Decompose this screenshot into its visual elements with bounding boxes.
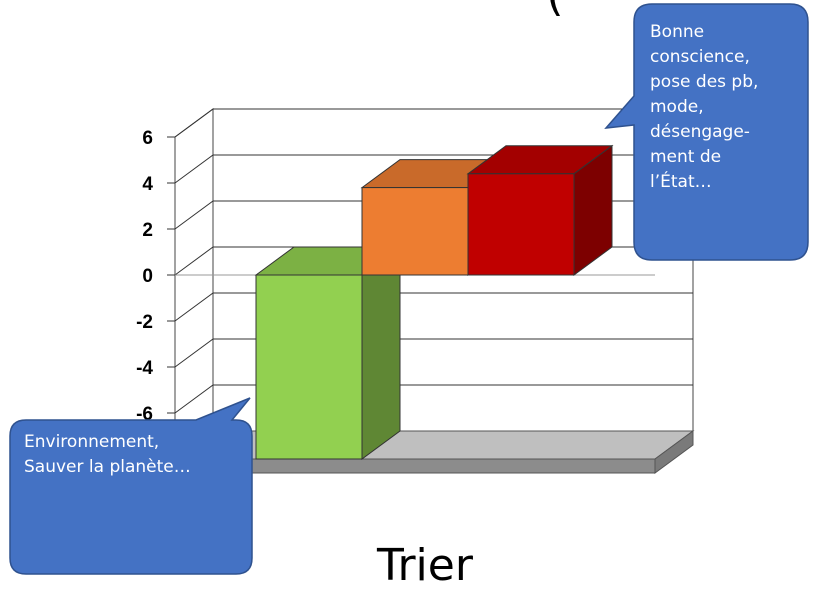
bar	[466, 144, 614, 276]
top-title-fragment: (	[520, 0, 590, 24]
callout-right-line: conscience,	[650, 47, 750, 67]
callout-right-line: Bonne	[650, 22, 705, 42]
side-wall	[174, 108, 214, 460]
y-tick-label: 4	[142, 174, 153, 195]
callout-right: Bonne conscience, pose des pb, mode, dés…	[650, 20, 800, 195]
callout-shapes	[9, 3, 809, 575]
y-tick-label: -2	[136, 312, 153, 333]
callout-right-bubble	[604, 3, 809, 261]
gridline	[174, 292, 693, 322]
bar	[254, 246, 402, 460]
y-tick-label: 6	[142, 128, 153, 149]
chart-bars	[254, 144, 614, 460]
bar-front-face	[467, 173, 575, 276]
y-tick-label: -4	[136, 358, 153, 379]
bottom-title: Trier	[377, 540, 473, 591]
callout-left: Environnement, Sauver la planète…	[24, 430, 244, 480]
callout-left-line: Sauver la planète…	[24, 457, 191, 477]
callout-right-line: l’État…	[650, 172, 712, 192]
gridline	[174, 108, 693, 138]
bar-side-face	[361, 246, 401, 460]
bar-front-face	[361, 187, 469, 276]
callout-right-line: désengage-	[650, 122, 750, 142]
floor-side	[654, 430, 694, 474]
gridline	[174, 384, 693, 414]
callout-left-line: Environnement,	[24, 432, 160, 452]
gridline	[174, 338, 693, 368]
callout-left-bubble	[9, 397, 253, 575]
y-tick-label: 0	[142, 266, 153, 287]
bar-front-face	[255, 274, 363, 460]
callout-right-line: mode,	[650, 97, 704, 117]
callout-right-line: pose des pb,	[650, 72, 759, 92]
callout-right-line: ment de	[650, 147, 722, 167]
y-tick-label: 2	[142, 220, 153, 241]
